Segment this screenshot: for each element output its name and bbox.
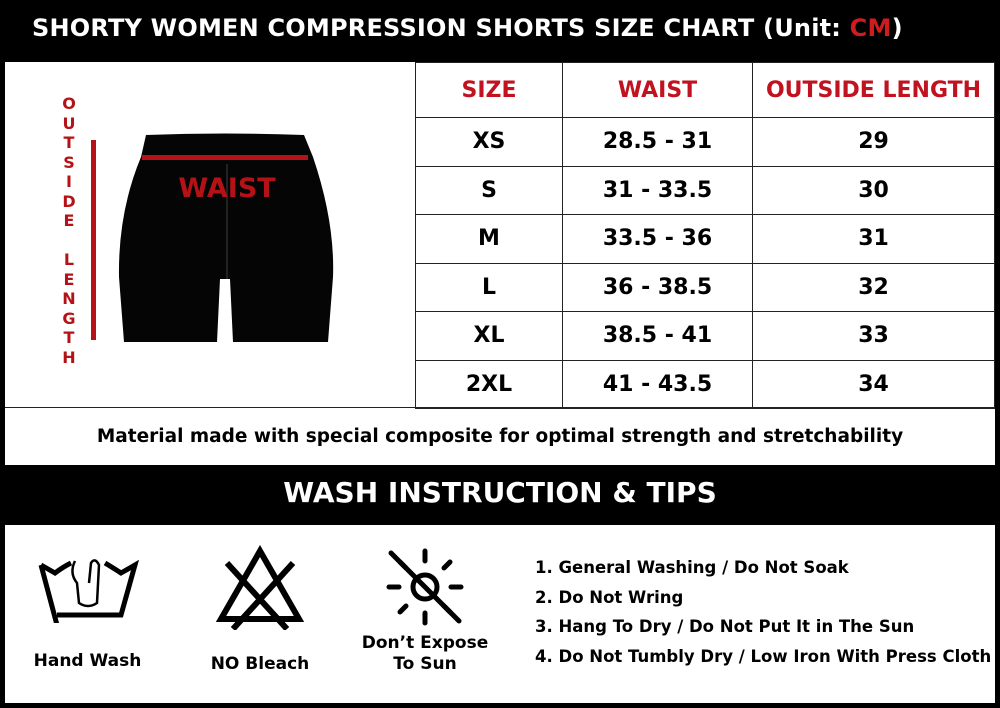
vertical-letter: L bbox=[63, 250, 75, 269]
length-cell: 29 bbox=[752, 117, 995, 167]
length-cell: 32 bbox=[752, 262, 995, 312]
wash-title: WASH INSTRUCTION & TIPS bbox=[283, 476, 717, 509]
wash-panel: Hand Wash NO Bleach Don’t Expose To Sun 1… bbox=[5, 525, 995, 703]
waist-cell: 38.5 - 41 bbox=[562, 311, 753, 361]
table-row: XS 28.5 - 31 29 bbox=[415, 117, 995, 167]
hand-wash: Hand Wash bbox=[25, 553, 150, 672]
vertical-letter: T bbox=[63, 328, 75, 347]
vertical-letter: S bbox=[63, 152, 75, 172]
page-title: SHORTY WOMEN COMPRESSION SHORTS SIZE CHA… bbox=[32, 14, 903, 42]
table-header: SIZE WAIST OUTSIDE LENGTH bbox=[415, 62, 995, 118]
length-cell: 33 bbox=[752, 311, 995, 361]
size-cell: XS bbox=[415, 117, 563, 167]
size-cell: XL bbox=[415, 311, 563, 361]
no-sun-icon bbox=[386, 548, 464, 626]
length-line bbox=[91, 140, 96, 340]
tips-list: 1. General Washing / Do Not Soak 2. Do No… bbox=[535, 553, 991, 671]
table-row: XL 38.5 - 41 33 bbox=[415, 311, 995, 361]
hand-wash-icon bbox=[38, 559, 139, 626]
waist-cell: 33.5 - 36 bbox=[562, 214, 753, 264]
vertical-letter: I bbox=[66, 172, 72, 191]
size-cell: 2XL bbox=[415, 359, 563, 409]
size-cell: M bbox=[415, 214, 563, 264]
no-bleach-icon bbox=[215, 544, 305, 632]
length-cell: 34 bbox=[752, 359, 995, 409]
waist-line bbox=[142, 155, 308, 160]
unit: CM bbox=[849, 14, 892, 42]
table-row: M 33.5 - 36 31 bbox=[415, 214, 995, 264]
waist-label: WAIST bbox=[178, 173, 276, 204]
length-cell: 31 bbox=[752, 214, 995, 264]
vertical-letter: T bbox=[63, 133, 75, 152]
material-note: Material made with special composite for… bbox=[5, 407, 995, 465]
table-row: L 36 - 38.5 32 bbox=[415, 262, 995, 312]
vertical-letter: D bbox=[62, 191, 76, 211]
vertical-letter: E bbox=[63, 269, 75, 289]
tip-item: 3. Hang To Dry / Do Not Put It in The Su… bbox=[535, 617, 915, 636]
waist-cell: 36 - 38.5 bbox=[562, 262, 753, 312]
no-bleach: NO Bleach bbox=[200, 544, 320, 675]
waist-cell: 28.5 - 31 bbox=[562, 117, 753, 167]
table-row: S 31 - 33.5 30 bbox=[415, 165, 995, 215]
size-cell: L bbox=[415, 262, 563, 312]
table-row: 2XL 41 - 43.5 34 bbox=[415, 359, 995, 409]
tip-item: 4. Do Not Tumbly Dry / Low Iron With Pre… bbox=[535, 646, 992, 666]
no-sun: Don’t Expose To Sun bbox=[360, 547, 490, 675]
vertical-letter: U bbox=[62, 113, 76, 133]
vertical-letter: E bbox=[63, 211, 75, 230]
vertical-letter: G bbox=[62, 308, 76, 328]
tip-item: 1. General Washing / Do Not Soak bbox=[535, 558, 849, 577]
vertical-letter: N bbox=[62, 289, 76, 308]
waist-cell: 41 - 43.5 bbox=[562, 359, 753, 409]
size-cell: S bbox=[415, 165, 563, 215]
vertical-letter: O bbox=[62, 94, 76, 113]
length-cell: 30 bbox=[752, 165, 995, 215]
tip-item: 2. Do Not Wring bbox=[535, 587, 684, 607]
size-table: SIZE WAIST OUTSIDE LENGTH XS 28.5 - 31 29 S 31… bbox=[415, 62, 995, 409]
waist-cell: 31 - 33.5 bbox=[562, 165, 753, 215]
vertical-letter: H bbox=[62, 347, 76, 367]
